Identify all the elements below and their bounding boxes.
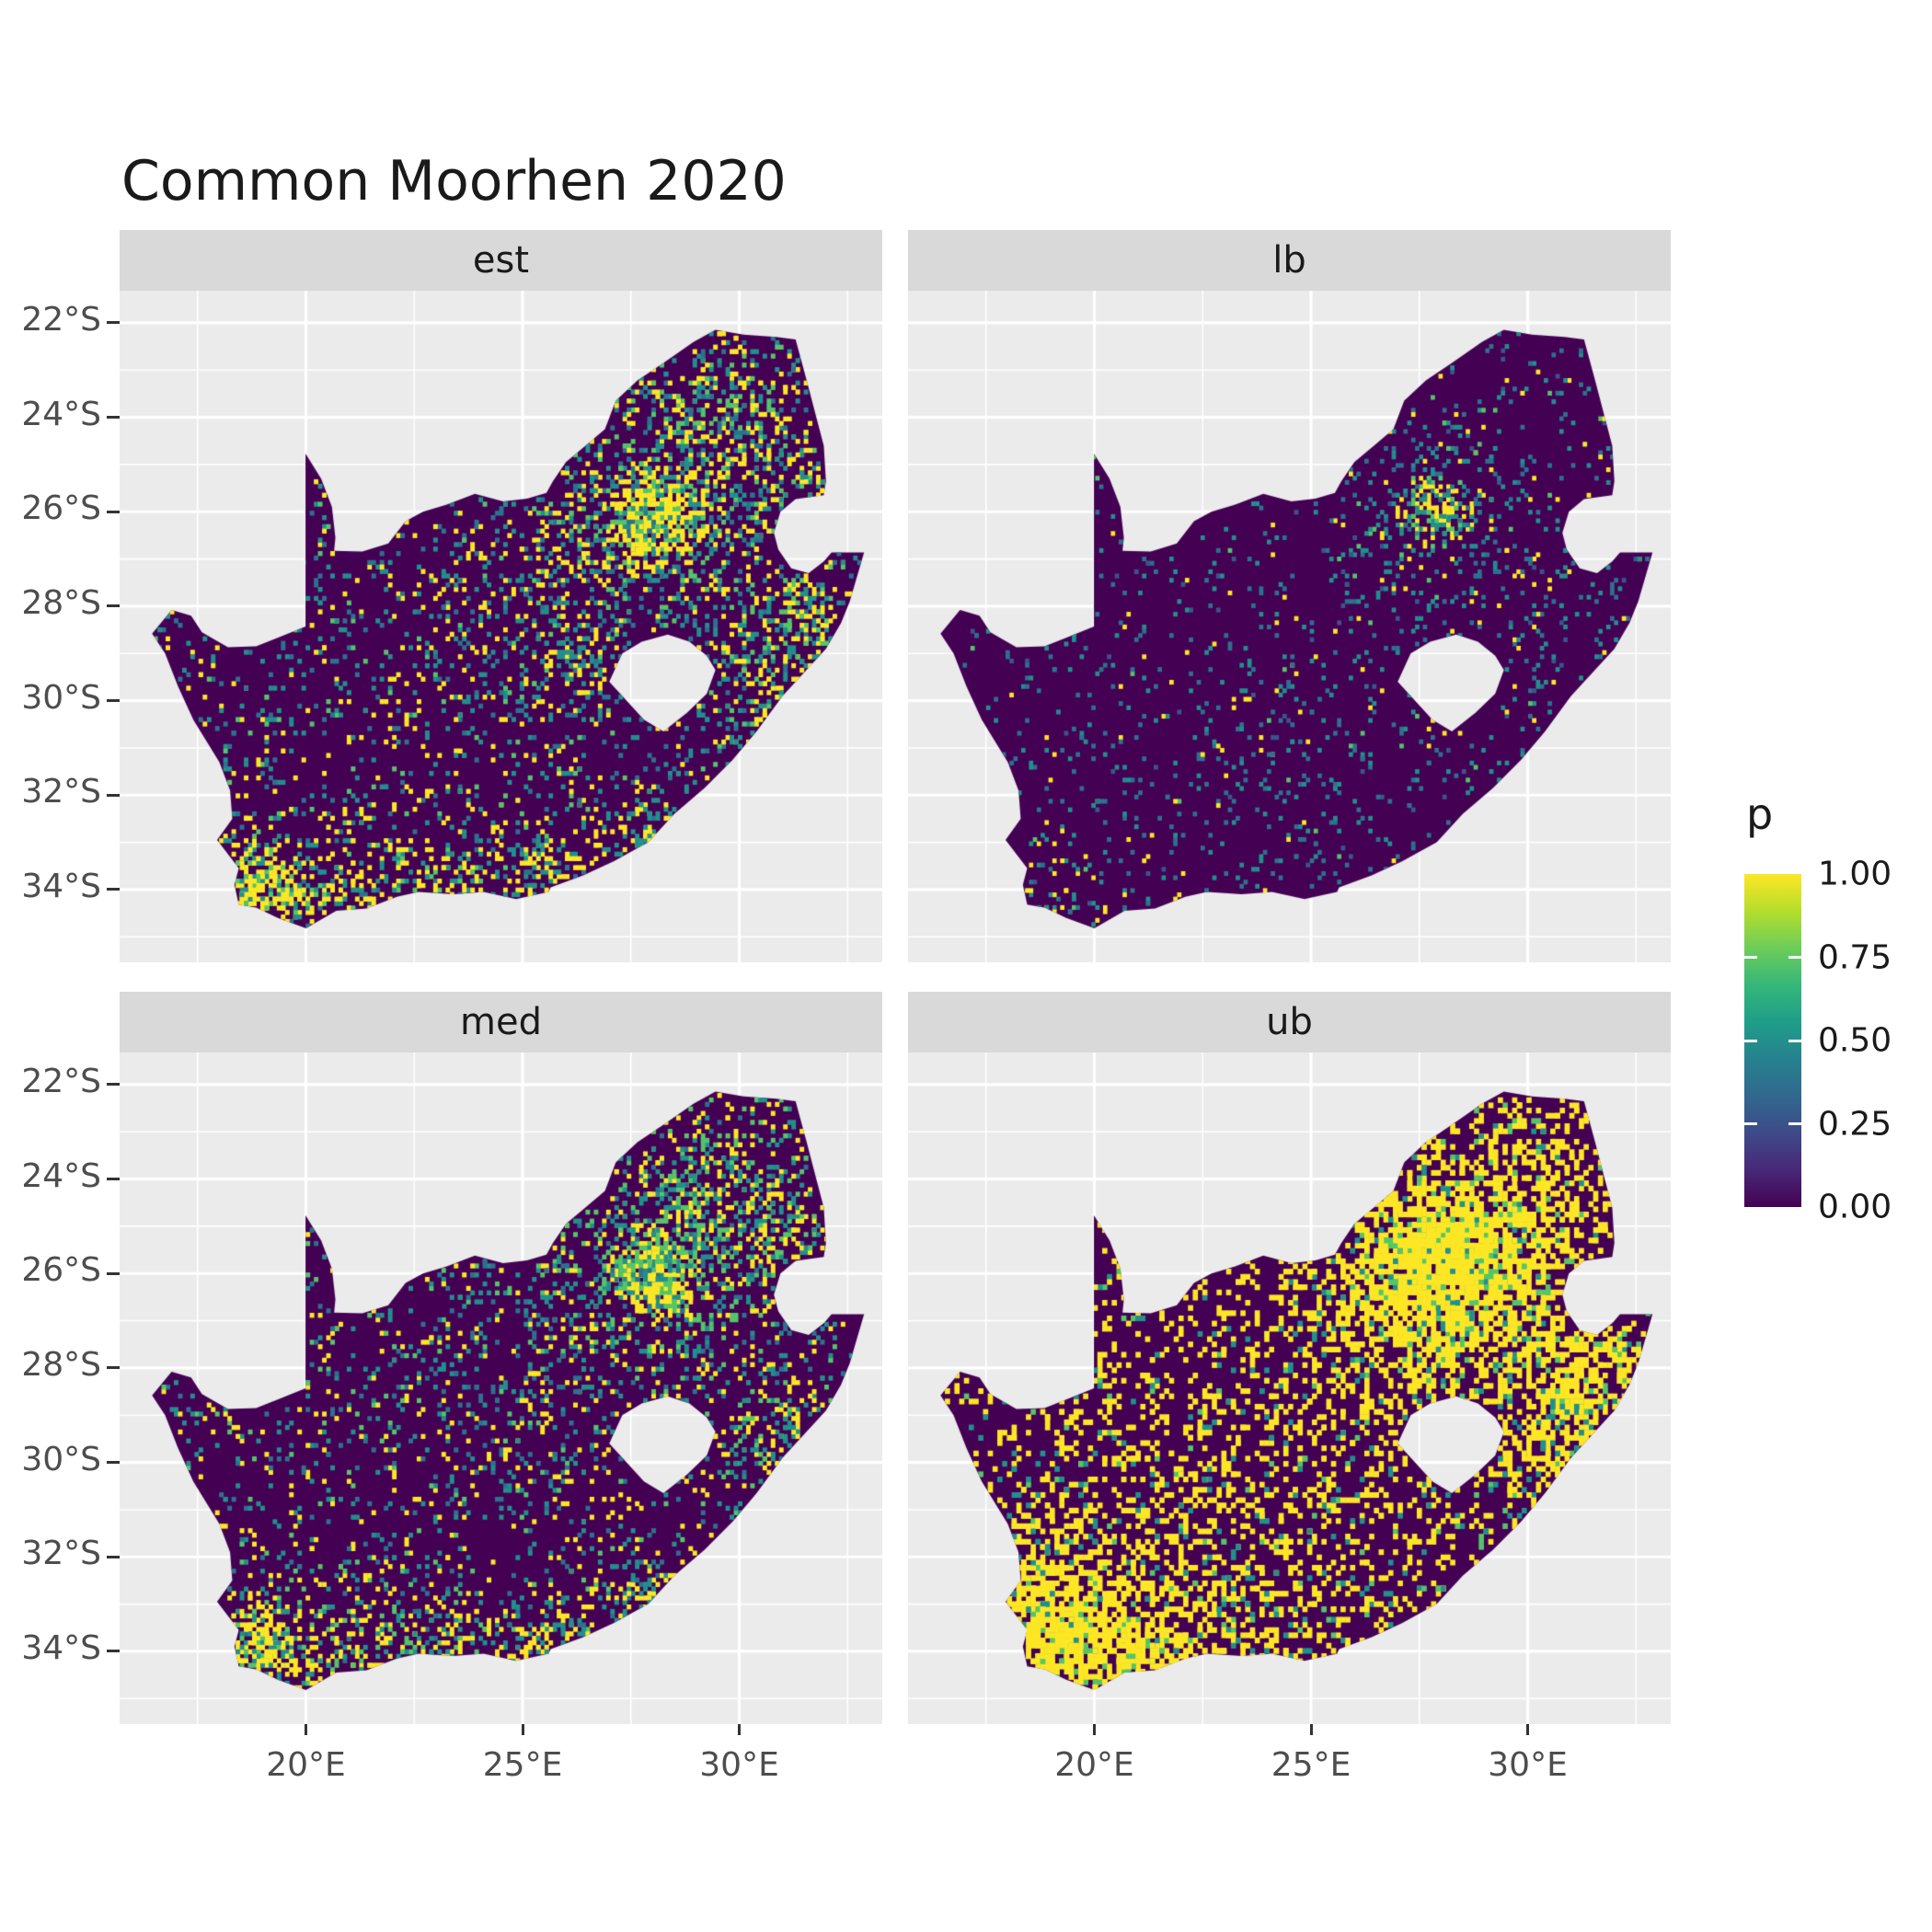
- y-axis-tick-label: 26°S: [21, 489, 101, 528]
- legend-colorbar-tick: [1788, 1039, 1801, 1042]
- x-axis-tick-mark: [1309, 1724, 1313, 1735]
- facet-strip-label: med: [460, 1001, 542, 1043]
- y-axis-tick-label: 24°S: [21, 1156, 101, 1195]
- y-axis-tick-label: 30°S: [21, 678, 101, 717]
- facet-strip-label: lb: [1272, 239, 1306, 282]
- x-axis-tick-label: 20°E: [266, 1746, 346, 1784]
- y-axis-tick-mark: [107, 1555, 120, 1558]
- legend-colorbar-tick: [1744, 956, 1757, 959]
- x-axis-tick-label: 30°E: [699, 1746, 779, 1784]
- facet-strip-med: med: [120, 992, 882, 1052]
- y-axis-tick-label: 22°S: [21, 1062, 101, 1100]
- facet-panel-med: med: [120, 992, 882, 1724]
- x-axis-tick-mark: [1526, 1724, 1530, 1735]
- facet-strip-label: ub: [1266, 1001, 1313, 1043]
- map-canvas-ub: [908, 1052, 1671, 1724]
- legend-tick-label: 0.50: [1818, 1021, 1892, 1060]
- facet-panel-ub: ub: [908, 992, 1671, 1724]
- y-axis-tick-label: 22°S: [21, 300, 101, 339]
- x-axis-tick-mark: [305, 1724, 308, 1735]
- x-axis-tick-mark: [1093, 1724, 1097, 1735]
- legend-colorbar-tick: [1788, 1122, 1801, 1125]
- y-axis-tick-label: 26°S: [21, 1251, 101, 1290]
- y-axis-tick-label: 32°S: [21, 1535, 101, 1573]
- y-axis-tick-label: 34°S: [21, 1628, 101, 1667]
- legend-colorbar-tick: [1744, 1122, 1757, 1125]
- legend-title: p: [1746, 789, 1774, 839]
- y-axis-tick-mark: [107, 699, 120, 703]
- facet-strip-ub: ub: [908, 992, 1671, 1052]
- legend-tick-label: 0.00: [1818, 1188, 1892, 1226]
- facet-strip-lb: lb: [908, 230, 1671, 291]
- legend-colorbar-tick: [1788, 956, 1801, 959]
- y-axis-tick-mark: [107, 510, 120, 513]
- legend-colorbar-tick: [1744, 1039, 1757, 1042]
- legend-tick-label: 0.75: [1818, 938, 1892, 976]
- x-axis-tick-mark: [521, 1724, 524, 1735]
- map-canvas-med: [120, 1052, 882, 1724]
- y-axis-tick-label: 34°S: [21, 867, 101, 905]
- y-axis-tick-mark: [107, 1271, 120, 1275]
- plot-title: Common Moorhen 2020: [121, 149, 787, 213]
- map-canvas-est: [120, 291, 882, 962]
- y-axis-tick-mark: [107, 888, 120, 891]
- map-canvas-lb: [908, 291, 1671, 962]
- x-axis-tick-label: 25°E: [1271, 1746, 1351, 1784]
- x-axis-tick-mark: [738, 1724, 742, 1735]
- y-axis-tick-mark: [107, 1650, 120, 1653]
- y-axis-tick-mark: [107, 321, 120, 325]
- legend: p 1.00 0.75 0.50 0.25 0.00: [1744, 789, 1928, 1231]
- facet-strip-est: est: [120, 230, 882, 291]
- facet-panel-lb: lb: [908, 230, 1671, 962]
- facet-panel-est: est: [120, 230, 882, 962]
- legend-tick-label: 1.00: [1818, 855, 1892, 893]
- y-axis-tick-mark: [107, 1366, 120, 1370]
- legend-tick-label: 0.25: [1818, 1105, 1892, 1143]
- facet-strip-label: est: [472, 239, 530, 282]
- x-axis-tick-label: 20°E: [1054, 1746, 1134, 1784]
- x-axis-tick-label: 30°E: [1488, 1746, 1568, 1784]
- y-axis-tick-mark: [107, 1178, 120, 1181]
- y-axis-tick-label: 32°S: [21, 773, 101, 811]
- y-axis-tick-label: 28°S: [21, 1345, 101, 1384]
- y-axis-tick-mark: [107, 416, 120, 420]
- y-axis-tick-mark: [107, 1083, 120, 1087]
- y-axis-tick-label: 30°S: [21, 1440, 101, 1478]
- y-axis-tick-label: 28°S: [21, 583, 101, 622]
- y-axis-tick-mark: [107, 1461, 120, 1465]
- y-axis-tick-mark: [107, 604, 120, 608]
- y-axis-tick-mark: [107, 793, 120, 797]
- x-axis-tick-label: 25°E: [482, 1746, 563, 1784]
- y-axis-tick-label: 24°S: [21, 395, 101, 433]
